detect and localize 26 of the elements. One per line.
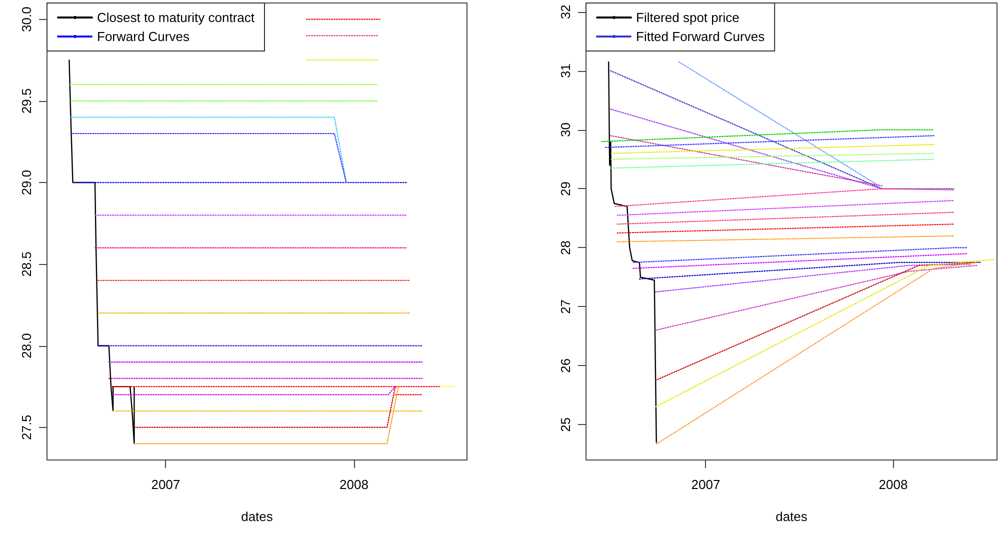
y-tick-label: 29.5 — [19, 88, 34, 114]
y-tick-label: 26 — [558, 358, 573, 373]
line-series — [608, 61, 657, 443]
y-tick-label: 27 — [558, 299, 573, 314]
x-tick-label: 2008 — [878, 477, 908, 492]
x-axis-title: dates — [776, 509, 808, 524]
legend-label: Forward Curves — [97, 29, 190, 44]
y-tick-label: 28.0 — [19, 333, 34, 358]
legend-label: Fitted Forward Curves — [636, 29, 766, 44]
x-tick-label: 2007 — [691, 477, 720, 492]
line-series — [68, 60, 135, 444]
x-tick-label: 2007 — [151, 477, 180, 492]
y-tick-label: 28.5 — [19, 251, 34, 277]
legend-label: Filtered spot price — [636, 10, 740, 25]
y-tick-label: 25 — [558, 417, 573, 432]
y-tick-label: 28 — [558, 240, 573, 255]
x-axis-title: dates — [241, 509, 274, 524]
x-tick-label: 2008 — [340, 477, 368, 492]
y-tick-label: 29.0 — [19, 170, 34, 196]
y-tick-label: 30 — [558, 122, 573, 138]
y-tick-label: 31 — [558, 64, 573, 78]
legend-label: Closest to maturity contract — [97, 10, 255, 25]
y-tick-label: 30.0 — [19, 6, 34, 32]
y-tick-label: 27.5 — [19, 414, 34, 440]
y-tick-label: 29 — [558, 182, 573, 196]
y-tick-label: 32 — [558, 4, 573, 20]
